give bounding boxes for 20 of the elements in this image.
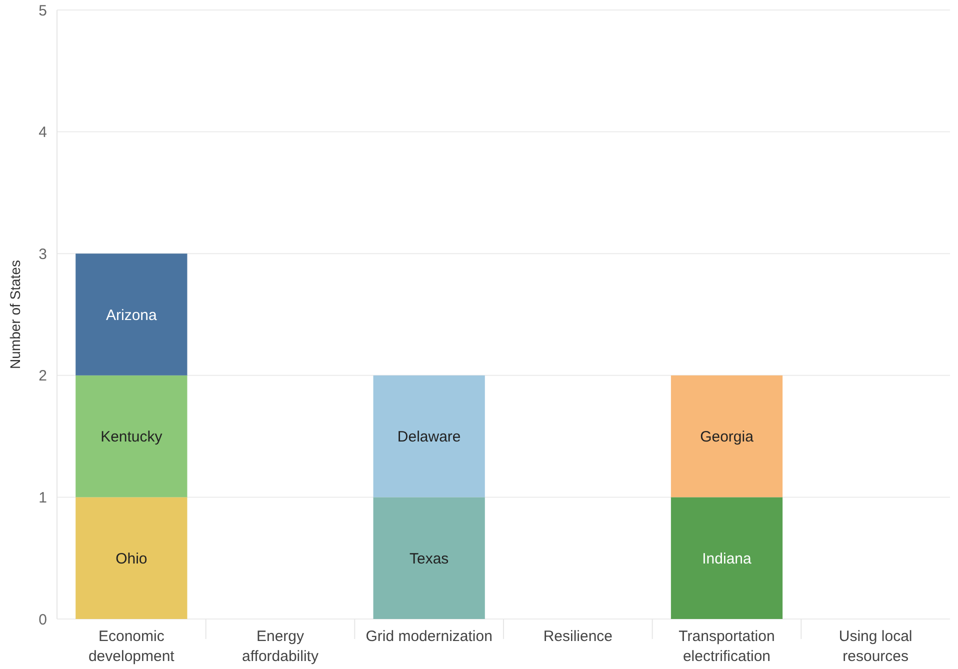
series-label: Delaware	[397, 428, 461, 446]
y-tick-label: 0	[38, 611, 47, 628]
y-axis-title: Number of States	[7, 260, 23, 369]
x-tick-label: Grid modernization	[366, 628, 492, 645]
x-tick-label: Transportation electrification	[678, 628, 775, 665]
series-label: Arizona	[106, 306, 158, 324]
x-tick-label: Resilience	[543, 628, 613, 645]
y-tick-label: 1	[38, 489, 47, 506]
x-tick-label: Economic development	[88, 628, 176, 665]
series-label: Georgia	[700, 428, 754, 446]
x-tick-label: Energy affordability	[242, 628, 319, 665]
series-label: Indiana	[702, 550, 752, 568]
series-label: Ohio	[116, 550, 148, 568]
series-label: Texas	[409, 550, 449, 568]
y-tick-label: 2	[38, 368, 47, 385]
x-tick-label: Using local resources	[838, 628, 912, 665]
series-label: Kentucky	[100, 428, 163, 446]
y-tick-label: 5	[38, 2, 47, 20]
y-tick-label: 4	[38, 124, 47, 142]
y-tick-label: 3	[38, 246, 47, 263]
